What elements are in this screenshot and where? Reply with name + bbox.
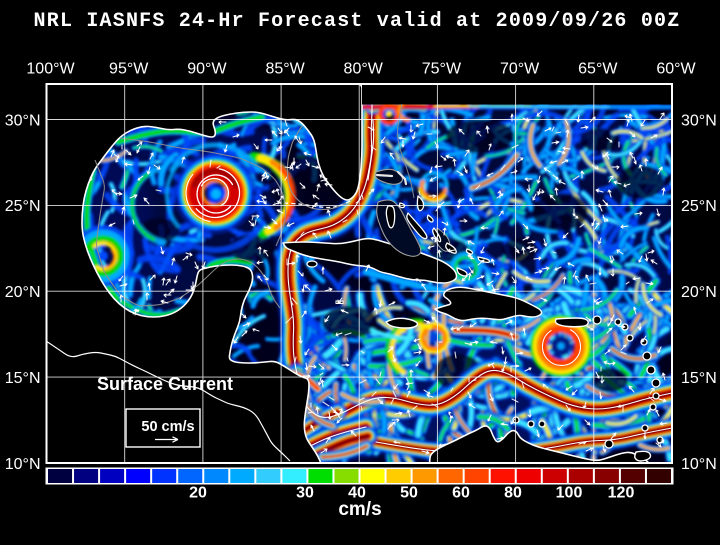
svg-text:80°W: 80°W — [344, 61, 384, 78]
svg-text:80: 80 — [504, 485, 522, 502]
svg-text:15°N: 15°N — [681, 370, 717, 387]
svg-text:100: 100 — [556, 485, 583, 502]
svg-text:85°W: 85°W — [265, 61, 305, 78]
svg-text:50: 50 — [400, 485, 418, 502]
svg-text:cm/s: cm/s — [338, 499, 381, 520]
svg-text:10°N: 10°N — [681, 456, 717, 473]
svg-text:25°N: 25°N — [681, 198, 717, 215]
svg-text:40: 40 — [348, 485, 366, 502]
svg-text:Surface Current: Surface Current — [97, 374, 233, 394]
svg-text:70°W: 70°W — [500, 61, 540, 78]
svg-text:30: 30 — [296, 485, 314, 502]
svg-text:90°W: 90°W — [187, 61, 227, 78]
svg-text:15°N: 15°N — [5, 370, 41, 387]
svg-text:50 cm/s: 50 cm/s — [141, 419, 194, 435]
svg-text:20°N: 20°N — [681, 284, 717, 301]
svg-text:120: 120 — [608, 485, 635, 502]
svg-text:95°W: 95°W — [109, 61, 149, 78]
svg-text:30°N: 30°N — [681, 112, 717, 129]
svg-text:60: 60 — [452, 485, 470, 502]
svg-text:NRL IASNFS 24-Hr Forecast val: NRL IASNFS 24-Hr Forecast valid at 2009/… — [34, 10, 681, 33]
svg-text:25°N: 25°N — [5, 198, 41, 215]
svg-text:30°N: 30°N — [5, 112, 41, 129]
svg-text:20°N: 20°N — [5, 284, 41, 301]
svg-text:60°W: 60°W — [656, 61, 696, 78]
svg-text:75°W: 75°W — [422, 61, 462, 78]
svg-text:20: 20 — [189, 485, 207, 502]
svg-text:65°W: 65°W — [578, 61, 618, 78]
svg-text:100°W: 100°W — [26, 61, 75, 78]
svg-text:10°N: 10°N — [5, 456, 41, 473]
